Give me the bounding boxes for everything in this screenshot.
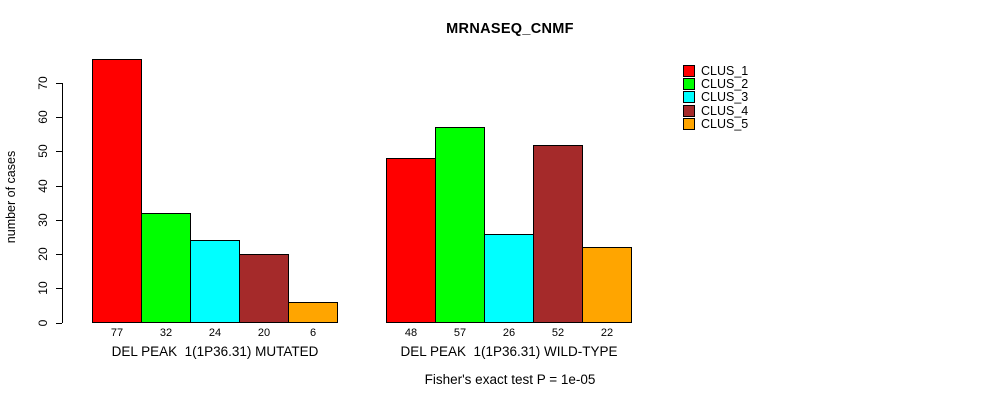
y-axis-label: number of cases bbox=[4, 150, 18, 244]
legend-swatch-icon bbox=[683, 64, 695, 77]
y-tick-label: 70 bbox=[36, 76, 50, 90]
bar-clus_2-group2 bbox=[435, 127, 485, 323]
y-tick-label: 30 bbox=[36, 213, 50, 227]
bar-clus_3-group1 bbox=[190, 240, 240, 323]
y-tick-mark bbox=[56, 288, 62, 289]
bar-value-label: 77 bbox=[110, 327, 124, 339]
annotation-text: Fisher's exact test P = 1e-05 bbox=[424, 372, 596, 387]
y-tick-label: 40 bbox=[36, 179, 50, 193]
bar-value-label: 6 bbox=[309, 327, 317, 339]
y-tick-label: 50 bbox=[36, 144, 50, 158]
legend-label: CLUS_1 bbox=[701, 63, 749, 78]
legend-swatch-icon bbox=[683, 104, 695, 117]
bar-clus_3-group2 bbox=[484, 234, 534, 323]
legend-item-clus_2: CLUS_2 bbox=[683, 77, 749, 92]
bar-value-label: 48 bbox=[404, 327, 418, 339]
y-tick-mark bbox=[56, 220, 62, 221]
legend-item-clus_5: CLUS_5 bbox=[683, 117, 749, 132]
legend-item-clus_3: CLUS_3 bbox=[683, 90, 749, 105]
bar-clus_1-group1 bbox=[92, 59, 142, 323]
bar-value-label: 52 bbox=[551, 327, 565, 339]
y-tick-label: 20 bbox=[36, 247, 50, 261]
bar-value-label: 20 bbox=[257, 327, 271, 339]
bar-value-label: 24 bbox=[208, 327, 222, 339]
legend-label: CLUS_4 bbox=[701, 103, 749, 118]
y-tick-mark bbox=[56, 186, 62, 187]
legend-swatch-icon bbox=[683, 91, 695, 104]
bar-value-label: 26 bbox=[502, 327, 516, 339]
bar-value-label: 22 bbox=[600, 327, 614, 339]
bar-clus_4-group2 bbox=[533, 145, 583, 323]
bar-clus_5-group2 bbox=[582, 247, 632, 323]
legend-item-clus_1: CLUS_1 bbox=[683, 63, 749, 78]
bar-value-label: 32 bbox=[159, 327, 173, 339]
category-label-group1: DEL PEAK 1(1P36.31) MUTATED bbox=[111, 344, 319, 359]
y-tick-mark bbox=[56, 254, 62, 255]
bar-clus_1-group2 bbox=[386, 158, 436, 323]
legend: CLUS_1 CLUS_2 CLUS_3 CLUS_4 CLUS_5 bbox=[683, 64, 748, 131]
legend-swatch-icon bbox=[683, 78, 695, 91]
y-tick-label: 0 bbox=[36, 319, 50, 327]
legend-label: CLUS_5 bbox=[701, 117, 749, 132]
legend-swatch-icon bbox=[683, 118, 695, 131]
y-tick-label: 60 bbox=[36, 110, 50, 124]
y-tick-mark bbox=[56, 323, 62, 324]
bar-clus_4-group1 bbox=[239, 254, 289, 323]
bar-value-label: 57 bbox=[453, 327, 467, 339]
legend-label: CLUS_2 bbox=[701, 77, 749, 92]
y-tick-mark bbox=[56, 151, 62, 152]
y-tick-mark bbox=[56, 117, 62, 118]
category-label-group2: DEL PEAK 1(1P36.31) WILD-TYPE bbox=[400, 344, 618, 359]
bar-clus_5-group1 bbox=[288, 302, 338, 323]
legend-label: CLUS_3 bbox=[701, 90, 749, 105]
y-tick-mark bbox=[56, 83, 62, 84]
chart-title: MRNASEQ_CNMF bbox=[446, 21, 574, 37]
bar-clus_2-group1 bbox=[141, 213, 191, 323]
y-tick-label: 10 bbox=[36, 281, 50, 295]
legend-item-clus_4: CLUS_4 bbox=[683, 103, 749, 118]
y-axis-line bbox=[62, 83, 63, 323]
